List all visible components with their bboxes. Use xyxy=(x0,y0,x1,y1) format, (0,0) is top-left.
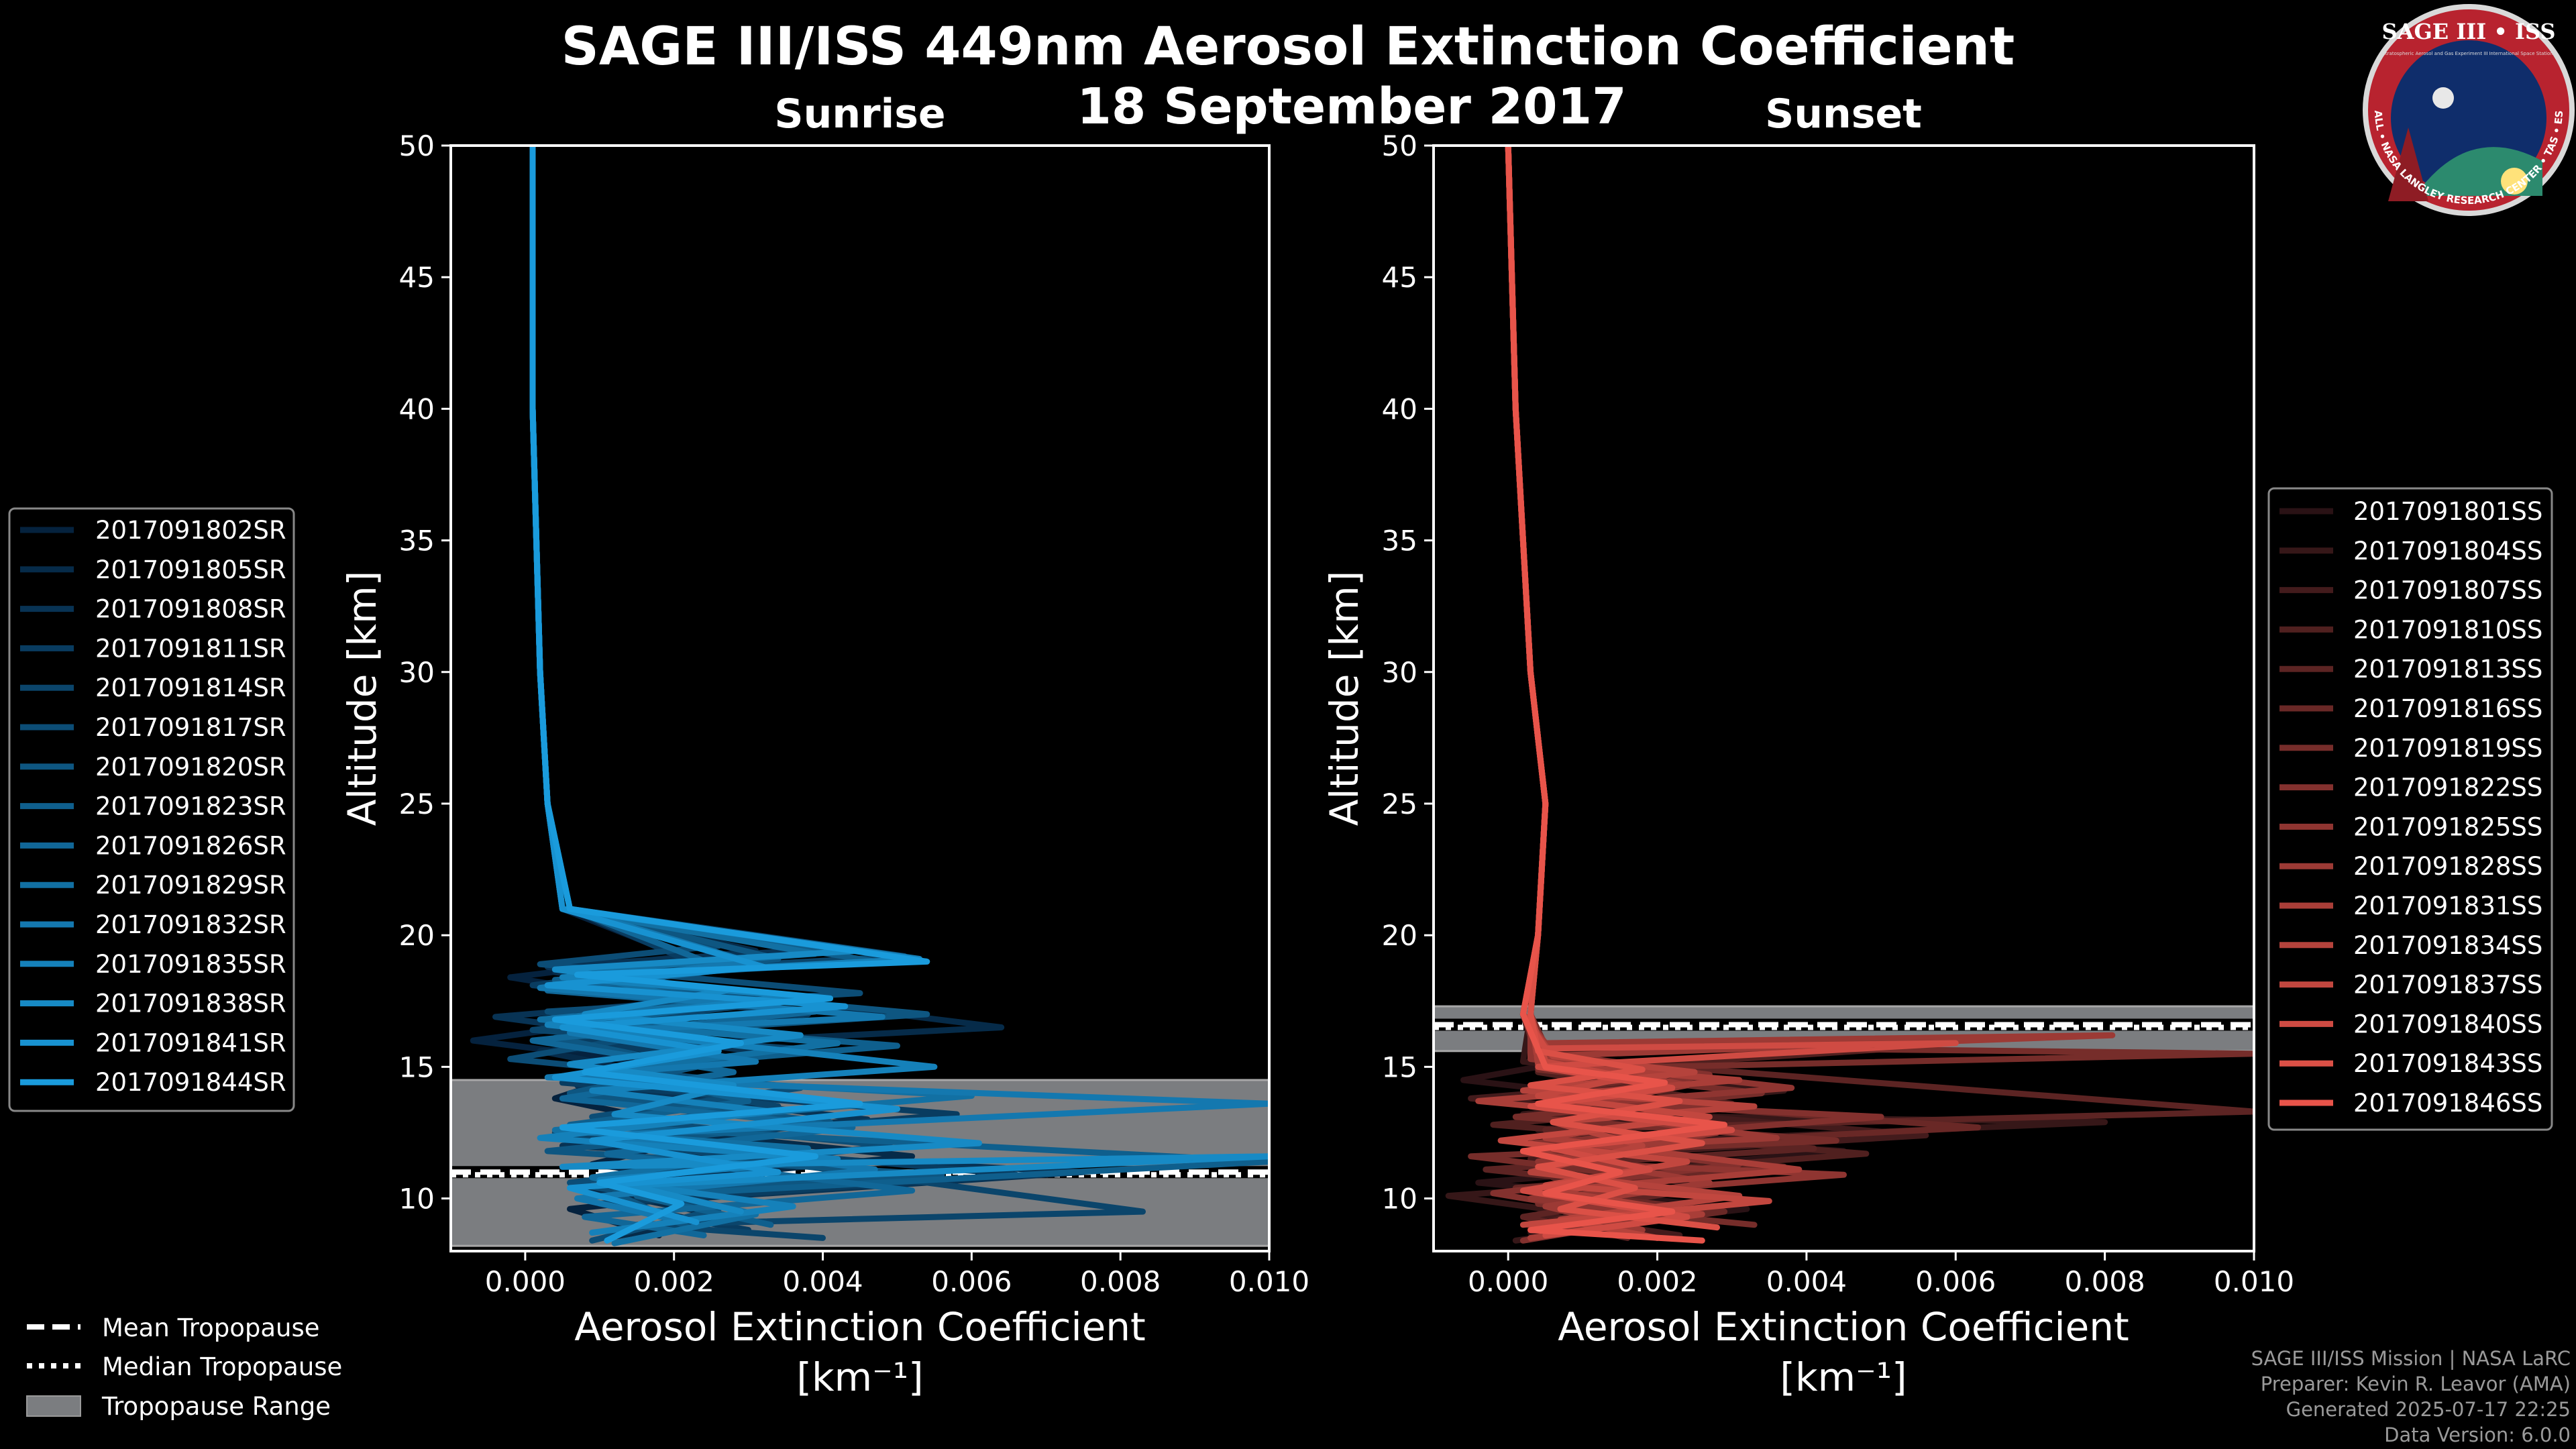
credit-data-version: Data Version: 6.0.0 xyxy=(2384,1424,2571,1446)
sr-x-tick-label: 0.010 xyxy=(1229,1265,1309,1298)
sr-legend-label: 2017091802SR xyxy=(95,516,286,545)
sr-legend-label: 2017091841SR xyxy=(95,1028,286,1057)
sr-y-tick-label: 25 xyxy=(399,788,435,820)
logo-title: SAGE III • ISS xyxy=(2382,19,2556,44)
ss-series-group xyxy=(1445,146,2254,1244)
ss-y-tick-label: 40 xyxy=(1382,392,1417,425)
sr-y-tick-label: 35 xyxy=(399,525,435,557)
sunset-legend: 2017091801SS 2017091804SS 2017091807SS 2017… xyxy=(2267,487,2553,1131)
logo-sun-icon xyxy=(2501,168,2528,195)
ss-y-tick-label: 35 xyxy=(1382,525,1417,557)
ss-x-tick-label: 0.010 xyxy=(2214,1265,2294,1298)
sr-legend-label: 2017091811SR xyxy=(95,634,286,663)
ss-x-tick-label: 0.008 xyxy=(2065,1265,2145,1298)
sunset-panel-title: Sunset xyxy=(1765,91,1922,138)
sunrise-panel: 0.000 0.002 0.004 0.006 0.008 0.010 10 15 20 25 30… xyxy=(399,129,1310,1298)
ss-legend-label: 2017091810SS xyxy=(2353,615,2542,644)
sr-x-tick-label: 0.006 xyxy=(931,1265,1012,1298)
sunset-legend-frame xyxy=(2267,487,2553,1131)
ss-x-tick-label: 0.006 xyxy=(1915,1265,1996,1298)
sunrise-legend-frame xyxy=(8,507,295,1112)
sr-x-tick-label: 0.002 xyxy=(634,1265,714,1298)
sr-series-line-2017091844SR xyxy=(529,146,930,1244)
sr-legend-label: 2017091829SR xyxy=(95,871,286,900)
ss-y-tick-label: 50 xyxy=(1382,129,1417,162)
sunset-x-axis-label: Aerosol Extinction Coefficient xyxy=(1558,1304,2129,1350)
sr-y-tick-label: 15 xyxy=(399,1051,435,1083)
ss-legend-label: 2017091801SS xyxy=(2353,497,2542,526)
sr-y-tick-label: 30 xyxy=(399,656,435,689)
ss-legend-label: 2017091807SS xyxy=(2353,576,2542,605)
sunrise-panel-title: Sunrise xyxy=(774,91,945,138)
sr-legend-label: 2017091844SR xyxy=(95,1068,286,1097)
credit-preparer: Preparer: Kevin R. Leavor (AMA) xyxy=(2261,1373,2571,1395)
mean-tropopause-label: Mean Tropopause xyxy=(102,1313,320,1342)
sr-legend-label: 2017091826SR xyxy=(95,831,286,860)
ss-legend-label: 2017091816SS xyxy=(2353,694,2542,723)
sunrise-x-axis-unit: [km⁻¹] xyxy=(796,1354,923,1400)
ss-legend-label: 2017091822SS xyxy=(2353,773,2542,802)
chart-title-line2: 18 September 2017 xyxy=(1077,78,1626,136)
ss-legend-label: 2017091804SS xyxy=(2353,537,2542,566)
ss-legend-label: 2017091837SS xyxy=(2353,971,2542,1000)
sr-y-tick-label: 10 xyxy=(399,1183,435,1216)
sr-legend-label: 2017091832SR xyxy=(95,910,286,939)
sr-y-tick-label: 20 xyxy=(399,919,435,952)
sr-y-tick-label: 40 xyxy=(399,392,435,425)
tropopause-range-swatch xyxy=(26,1395,81,1417)
tropopause-range-label: Tropopause Range xyxy=(101,1392,331,1421)
credit-generated: Generated 2025-07-17 22:25 xyxy=(2286,1398,2571,1421)
sr-legend-label: 2017091835SR xyxy=(95,950,286,979)
logo-subtitle-left: Stratospheric Aerosol and Gas Experiment… xyxy=(2382,51,2487,56)
sr-x-tick-label: 0.004 xyxy=(782,1265,863,1298)
sunset-panel: 0.000 0.002 0.004 0.006 0.008 0.010 10 15 20 25 30… xyxy=(1382,129,2295,1298)
sr-legend-label: 2017091838SR xyxy=(95,989,286,1018)
logo-moon-icon xyxy=(2432,87,2454,109)
ss-plot-frame xyxy=(1432,144,2255,1252)
sr-legend-label: 2017091817SR xyxy=(95,713,286,742)
median-tropopause-label: Median Tropopause xyxy=(102,1352,342,1381)
ss-legend-label: 2017091819SS xyxy=(2353,734,2542,763)
sr-x-tick-label: 0.000 xyxy=(485,1265,566,1298)
ss-y-tick-label: 15 xyxy=(1382,1051,1417,1083)
ss-x-tick-label: 0.000 xyxy=(1468,1265,1548,1298)
ss-legend-label: 2017091834SS xyxy=(2353,931,2542,960)
tropopause-legend: Mean Tropopause Median Tropopause Tropop… xyxy=(26,1313,342,1421)
sr-x-tick-label: 0.008 xyxy=(1080,1265,1161,1298)
ss-legend-label: 2017091846SS xyxy=(2353,1089,2542,1118)
sr-legend-label: 2017091820SR xyxy=(95,753,286,782)
credit-mission: SAGE III/ISS Mission | NASA LaRC xyxy=(2251,1347,2571,1370)
sunrise-y-axis-label: Altitude [km] xyxy=(339,571,385,826)
sr-legend-label: 2017091823SR xyxy=(95,792,286,821)
sunrise-x-axis-label: Aerosol Extinction Coefficient xyxy=(574,1304,1146,1350)
ss-legend-label: 2017091828SS xyxy=(2353,852,2542,881)
sr-plot-frame xyxy=(449,144,1271,1252)
ss-legend-label: 2017091843SS xyxy=(2353,1049,2542,1078)
sr-legend-label: 2017091808SR xyxy=(95,595,286,624)
sr-y-tick-label: 45 xyxy=(399,261,435,294)
sunset-y-axis-label: Altitude [km] xyxy=(1322,571,1367,826)
logo-subtitle-right: International Space Station xyxy=(2489,51,2553,56)
ss-series-line-2017091846SS xyxy=(1505,146,1728,1244)
chart-title-line1: SAGE III/ISS 449nm Aerosol Extinction Co… xyxy=(561,17,2015,77)
sr-legend-label: 2017091805SR xyxy=(95,555,286,584)
ss-y-tick-label: 20 xyxy=(1382,919,1417,952)
ss-y-tick-label: 45 xyxy=(1382,261,1417,294)
ss-y-tick-label: 25 xyxy=(1382,788,1417,820)
sr-legend-label: 2017091814SR xyxy=(95,674,286,702)
ss-legend-label: 2017091831SS xyxy=(2353,892,2542,920)
sunset-x-axis-unit: [km⁻¹] xyxy=(1780,1354,1907,1400)
ss-x-tick-label: 0.002 xyxy=(1617,1265,1697,1298)
sunrise-legend: 2017091802SR 2017091805SR 2017091808SR 2017… xyxy=(8,507,295,1112)
ss-legend-label: 2017091825SS xyxy=(2353,812,2542,841)
ss-legend-label: 2017091840SS xyxy=(2353,1010,2542,1038)
logo-astronomer-figure-icon xyxy=(2388,127,2428,201)
sr-series-group xyxy=(470,146,1269,1246)
ss-y-tick-label: 10 xyxy=(1382,1183,1417,1216)
ss-x-tick-label: 0.004 xyxy=(1766,1265,1847,1298)
ss-legend-label: 2017091813SS xyxy=(2353,655,2542,684)
ss-y-tick-label: 30 xyxy=(1382,656,1417,689)
sr-y-tick-label: 50 xyxy=(399,129,435,162)
